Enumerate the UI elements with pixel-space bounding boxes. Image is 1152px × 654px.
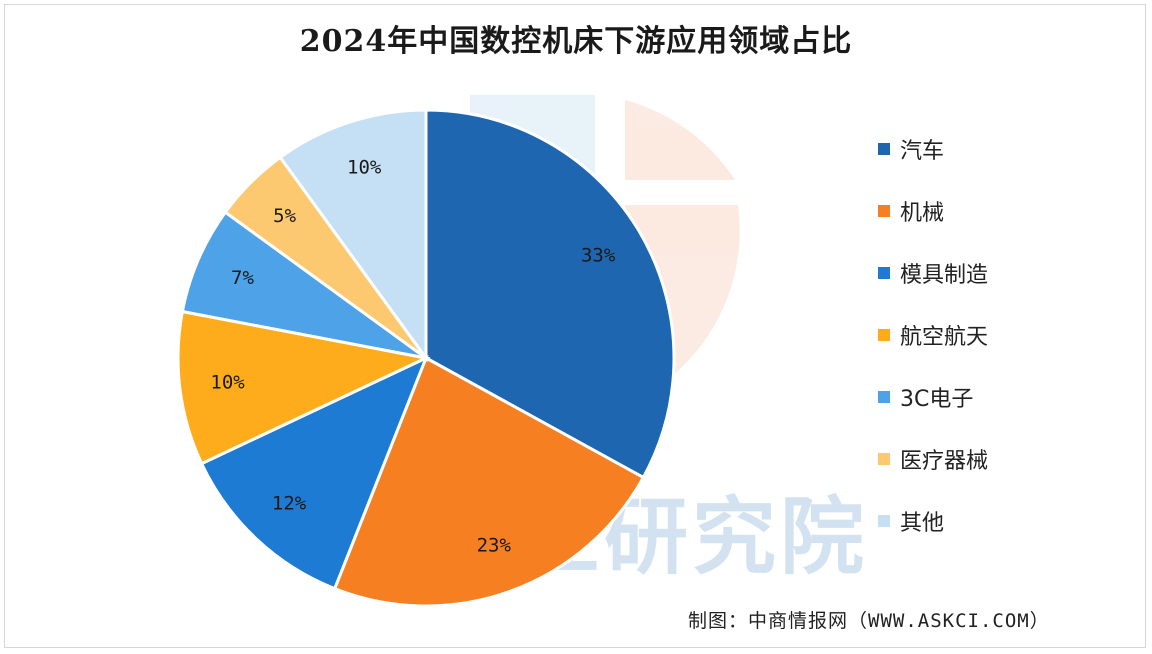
- slice-label-3: 10%: [210, 372, 245, 394]
- slice-label-6: 10%: [347, 156, 382, 178]
- chart-title: 2024年中国数控机床下游应用领域占比: [299, 24, 853, 59]
- slice-label-2: 12%: [272, 492, 307, 514]
- legend-swatch: [878, 329, 890, 341]
- legend-item-0: 汽车: [878, 118, 1078, 180]
- pie-slice-2: [199, 355, 429, 591]
- slice-label-5: 5%: [273, 205, 296, 227]
- slice-label-1: 23%: [477, 535, 512, 557]
- legend-swatch: [878, 143, 890, 155]
- pie-slice-6: [278, 108, 428, 363]
- legend: 汽车机械模具制造航空航天 3C电子医疗器械其他: [878, 118, 1078, 552]
- slice-label-4: 7%: [231, 267, 254, 289]
- legend-label: 3C电子: [900, 387, 974, 412]
- legend-item-2: 模具制造: [878, 242, 1078, 304]
- pie-slice-4: [180, 210, 427, 360]
- legend-label: 模具制造: [900, 263, 989, 288]
- chart-frame: [4, 4, 1146, 648]
- legend-swatch: [878, 205, 890, 217]
- legend-swatch: [878, 453, 890, 465]
- legend-item-6: 其他: [878, 490, 1078, 552]
- legend-swatch: [878, 515, 890, 527]
- legend-item-1: 机械: [878, 180, 1078, 242]
- legend-label: 其他: [900, 511, 945, 536]
- legend-item-4: 3C电子: [878, 366, 1078, 428]
- legend-item-5: 医疗器械: [878, 428, 1078, 490]
- source-credit: 制图：中商情报网（WWW.ASKCI.COM）: [688, 610, 1050, 632]
- legend-swatch: [878, 267, 890, 279]
- legend-swatch: [878, 391, 890, 403]
- legend-item-3: 航空航天: [878, 304, 1078, 366]
- legend-label: 航空航天: [900, 325, 989, 350]
- legend-label: 医疗器械: [900, 449, 989, 474]
- pie-slice-3: [176, 309, 431, 466]
- pie-slice-0: [424, 108, 676, 480]
- legend-label: 汽车: [900, 139, 945, 164]
- legend-label: 机械: [900, 201, 945, 226]
- slice-label-0: 33%: [581, 245, 616, 267]
- pie-slice-1: [332, 355, 646, 608]
